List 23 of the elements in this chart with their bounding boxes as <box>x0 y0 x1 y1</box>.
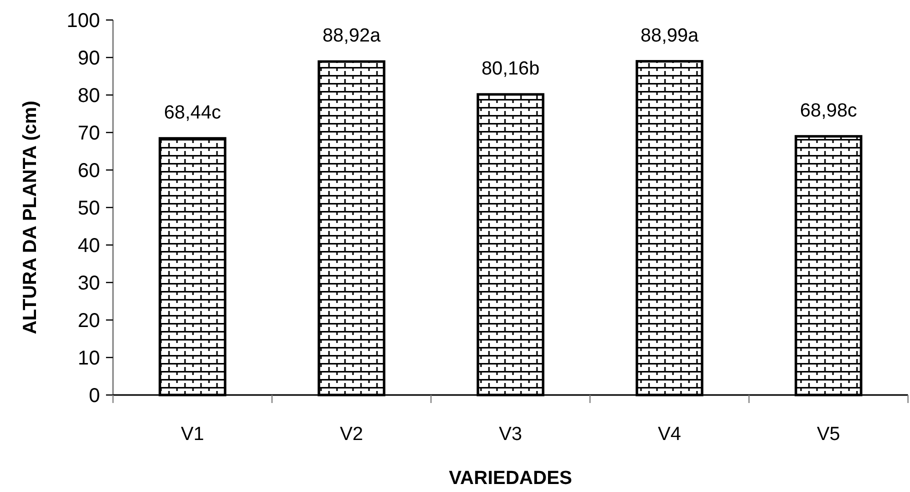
data-label: 88,99a <box>640 25 699 46</box>
data-label: 80,16b <box>481 58 540 80</box>
x-tick-label: V5 <box>816 424 840 445</box>
x-tick-label: V2 <box>340 424 364 445</box>
x-tick-label: V4 <box>658 424 682 445</box>
x-axis-title: VARIEDADES <box>448 468 572 489</box>
y-tick-label: 90 <box>78 48 100 70</box>
x-tick-label: V3 <box>498 424 522 445</box>
y-tick-label: 70 <box>78 122 100 144</box>
y-tick-label: 10 <box>78 348 100 370</box>
y-tick-label: 60 <box>78 160 100 182</box>
y-tick-label: 0 <box>88 385 100 407</box>
y-tick-label: 30 <box>78 272 100 294</box>
x-tick-label: V1 <box>180 424 204 445</box>
y-tick-label: 100 <box>66 10 100 32</box>
y-tick-label: 80 <box>78 85 100 107</box>
y-tick-label: 50 <box>78 198 100 220</box>
y-axis-title: ALTURA DA PLANTA (cm) <box>20 100 41 334</box>
y-tick-label: 20 <box>78 310 100 332</box>
data-label: 88,92a <box>322 26 381 47</box>
data-label: 68,44c <box>164 102 222 124</box>
y-tick-label: 40 <box>78 235 100 257</box>
data-label: 68,98c <box>800 100 858 122</box>
